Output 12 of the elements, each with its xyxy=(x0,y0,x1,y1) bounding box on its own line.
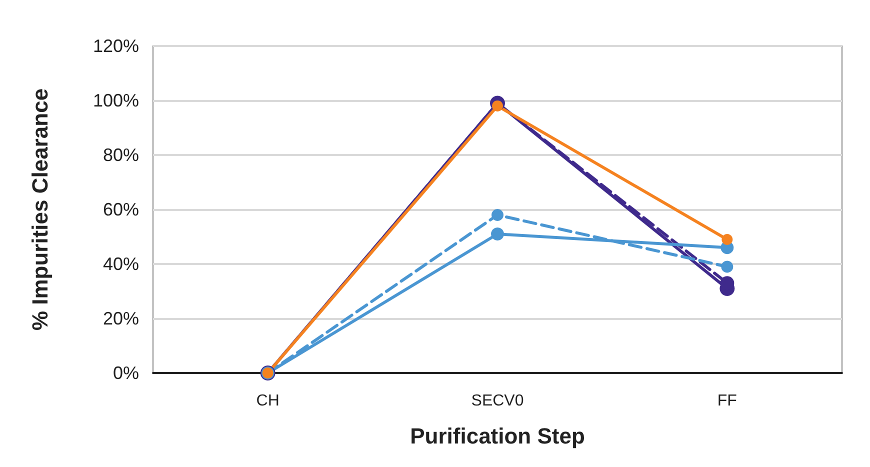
x-tick-label: SECV0 xyxy=(471,392,524,410)
y-tick-label: 80% xyxy=(102,145,139,165)
x-axis-title: Purification Step xyxy=(410,424,585,448)
y-tick-label: 20% xyxy=(102,308,139,328)
y-tick-label: 60% xyxy=(102,200,139,220)
x-tick-label: FF xyxy=(717,392,738,410)
y-tick-label: 100% xyxy=(92,90,139,110)
y-tick-label: 0% xyxy=(112,363,139,383)
y-tick-label: 40% xyxy=(102,254,139,274)
y-axis-title: % Impurities Clearance xyxy=(28,88,52,331)
y-tick-label: 120% xyxy=(92,36,139,56)
x-tick-label: CH xyxy=(256,392,280,410)
